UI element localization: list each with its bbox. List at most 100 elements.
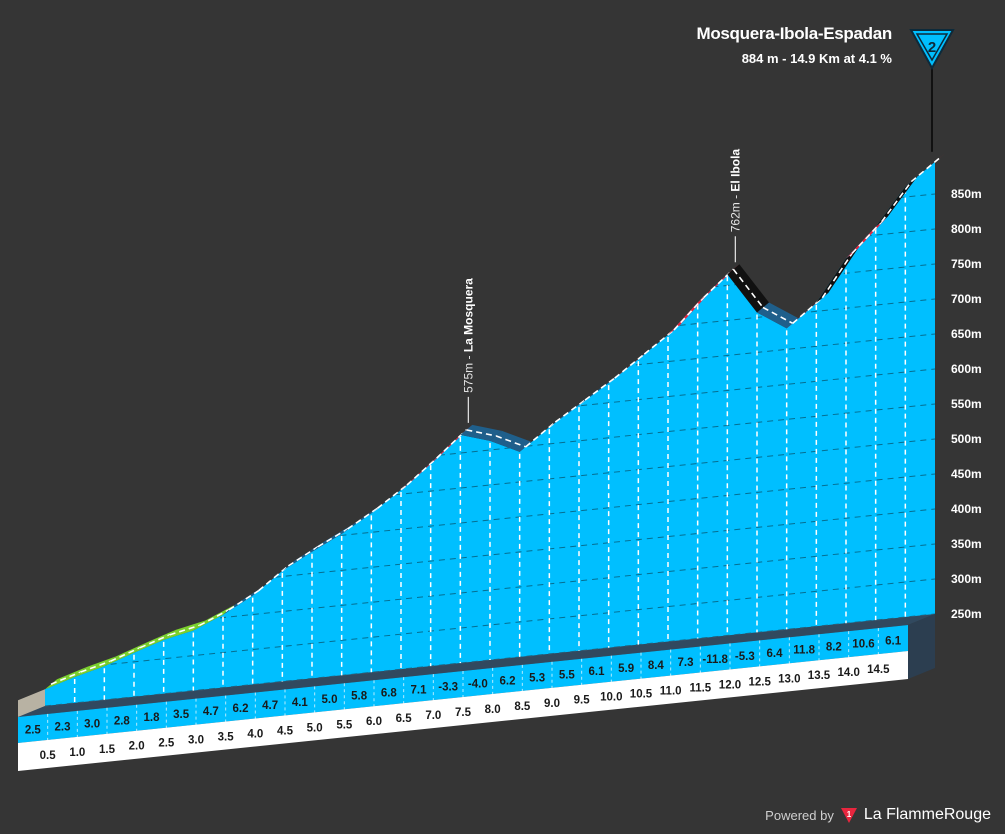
finish-marker-icon [909,29,955,71]
band-top-edge [18,614,935,717]
gradient-label: 10.6 [852,639,874,651]
gradient-label: -4.0 [468,678,488,690]
distance-label: 10.5 [630,689,653,701]
distance-label: 12.0 [719,679,741,691]
gradient-label: 6.1 [589,666,606,678]
gradient-label: -3.3 [438,682,458,694]
y-tick-label: 300m [951,572,982,586]
road-centerline [347,507,378,530]
road-centerline [110,646,141,662]
y-tick-label: 650m [951,327,982,341]
distance-label: 10.0 [600,692,622,704]
stage-marker-number: 2 [928,39,936,56]
road-centerline [851,221,883,255]
gradient-label: 2.3 [55,721,71,733]
gradient-label: 3.5 [173,709,190,721]
road-segment [134,629,176,653]
gradient-label: 6.2 [233,703,249,715]
distance-label: 3.5 [218,732,235,744]
distance-label: 1.0 [69,747,85,759]
brand-badge: 1 [847,810,852,819]
summit-elevation: 575m - [461,352,475,393]
distance-label: 7.5 [455,707,472,719]
distance-label: 2.0 [129,741,145,753]
road-centerline [228,589,260,611]
powered-by-label: Powered by [765,807,834,823]
summit-annotation: 762m - El Ibola [728,149,742,233]
distance-label: 9.5 [574,695,591,707]
distance-label: 11.0 [660,686,682,698]
gradient-label: -11.8 [702,654,728,666]
summit-annotation: 575m - La Mosquera [461,278,475,393]
distance-label: 0.5 [40,750,57,762]
road-segment [45,667,87,690]
distance-label: 6.5 [396,713,413,725]
road-centerline [554,399,586,423]
distance-label: 5.0 [307,722,323,734]
y-tick-label: 450m [951,467,982,481]
distance-label: 11.5 [689,682,711,694]
road-centerline [80,660,111,673]
y-tick-label: 850m [951,187,982,201]
road-centerline [376,484,408,509]
road-segment [816,248,858,303]
y-tick-label: 250m [951,607,982,621]
road-centerline [673,296,705,331]
profile-area [45,161,935,707]
road-centerline [762,306,794,325]
distance-label: 13.0 [778,673,800,685]
gradient-label: 2.8 [114,715,131,727]
gradient-label: 4.7 [203,706,219,718]
y-tick-label: 550m [951,397,982,411]
gradient-label: 7.3 [678,657,694,669]
climb-title: Mosquera-Ibola-Espadan [696,24,892,43]
gradient-label: 8.2 [826,642,842,654]
gradient-label: 11.8 [793,645,815,657]
road-centerline [198,609,230,627]
footer-brand: Powered by 1 La FlammeRouge [765,806,991,824]
y-tick-label: 600m [951,362,982,376]
distance-band [18,651,908,771]
gradient-label: 3.0 [84,718,100,730]
gradient-label: 5.3 [529,672,545,684]
road-centerline [406,457,438,486]
distance-label: 4.5 [277,725,294,737]
distance-label: 4.0 [247,728,263,740]
y-tick-label: 750m [951,257,982,271]
distance-label: 14.5 [867,664,890,676]
distance-label: 2.5 [158,738,175,750]
gradient-label: 6.2 [500,675,516,687]
road-centerline [821,253,853,299]
road-centerline [50,671,81,685]
sky-cover [45,0,935,689]
road-centerline [287,546,319,567]
gradient-label: 4.1 [292,697,309,709]
y-tick-label: 500m [951,432,982,446]
gradient-label: 7.1 [411,685,428,697]
road-segment [104,642,146,667]
distance-label: 8.0 [485,704,501,716]
gradient-label: -5.3 [735,651,755,663]
road-centerline [881,181,912,223]
gradient-label: 6.8 [381,688,398,700]
road-centerline [584,377,616,401]
gradient-label: 5.0 [322,694,338,706]
road-centerline [466,429,497,437]
gradient-label: 5.8 [351,691,368,703]
summit-name: El Ibola [728,149,742,192]
band-end-cap [908,614,935,679]
profile-side-wall [18,689,45,717]
gradient-label: 2.5 [25,724,42,736]
road-centerline [732,268,764,308]
y-tick-label: 800m [951,222,982,236]
gradient-label: 8.4 [648,660,665,672]
y-tick-label: 350m [951,537,982,551]
distance-label: 3.0 [188,735,204,747]
flamme-rouge-logo-icon: 1 [840,808,857,823]
road-centerline [169,624,200,636]
gradient-label: 5.5 [559,669,576,681]
road-centerline [614,353,645,379]
gradient-label: 4.7 [262,700,278,712]
distance-label: 12.5 [748,676,771,688]
